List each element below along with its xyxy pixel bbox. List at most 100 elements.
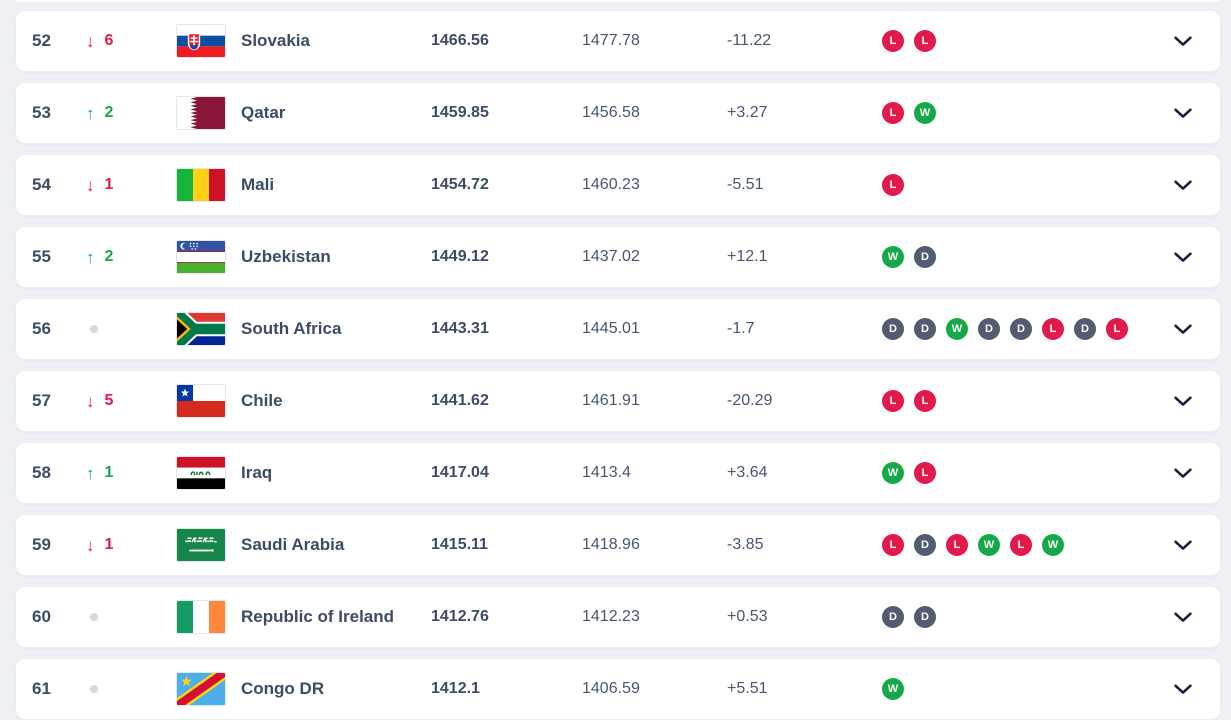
total-points: 1417.04 (431, 464, 489, 481)
chevron-down-icon (1173, 324, 1192, 334)
iraq-flag (176, 456, 226, 490)
form-badge-win: W (1042, 534, 1064, 556)
form-badge-loss: L (882, 102, 904, 124)
rank-change-value: 5 (104, 392, 114, 409)
rank: 57 (32, 391, 51, 410)
points-change: -3.85 (727, 536, 764, 553)
points-change: +0.53 (727, 608, 768, 625)
total-points: 1441.62 (431, 392, 489, 409)
rank-same-icon (90, 685, 98, 693)
expand-chevron[interactable] (1145, 36, 1220, 47)
previous-points: 1460.23 (582, 176, 640, 193)
rank-change-value: 2 (104, 248, 114, 265)
expand-chevron[interactable] (1145, 396, 1220, 407)
flag (161, 312, 241, 346)
expand-chevron[interactable] (1145, 540, 1220, 551)
chevron-down-icon (1173, 612, 1192, 622)
previous-row-edge (15, 0, 1221, 3)
rank: 56 (32, 319, 51, 338)
points-change: +12.1 (727, 248, 768, 265)
expand-chevron[interactable] (1145, 180, 1220, 191)
country-name: Chile (241, 391, 283, 410)
expand-chevron[interactable] (1145, 684, 1220, 695)
south-africa-flag (176, 312, 226, 346)
form-badge-draw: D (1074, 318, 1096, 340)
movement: ↓ 1 (86, 536, 161, 554)
rank-same-icon (90, 325, 98, 333)
chevron-down-icon (1173, 396, 1192, 406)
form-badge-draw: D (1010, 318, 1032, 340)
rank-down-icon: ↓ (86, 391, 95, 411)
rank-change-value: 1 (104, 536, 114, 553)
rank: 61 (32, 679, 51, 698)
chevron-down-icon (1173, 108, 1192, 118)
rank-up-icon: ↑ (86, 247, 95, 267)
rank-down-icon: ↓ (86, 175, 95, 195)
form-badge-win: W (914, 102, 936, 124)
ranking-row[interactable]: 60 Republic of Ireland 1412.76 1412.23 +… (15, 586, 1221, 648)
flag (161, 96, 241, 130)
form-badge-loss: L (914, 30, 936, 52)
flag (161, 456, 241, 490)
country-name: Slovakia (241, 31, 310, 50)
ranking-row[interactable]: 61 Congo DR 1412.1 1406.59 +5.51 W (15, 658, 1221, 720)
expand-chevron[interactable] (1145, 324, 1220, 335)
form-badges: L (867, 174, 1145, 196)
country-name: Iraq (241, 463, 273, 482)
ranking-row[interactable]: 59 ↓ 1 Saudi Arabia 1415.11 1418.96 -3.85… (15, 514, 1221, 576)
expand-chevron[interactable] (1145, 252, 1220, 263)
flag (161, 168, 241, 202)
mali-flag (176, 168, 226, 202)
form-badge-loss: L (882, 390, 904, 412)
points-change: +3.64 (727, 464, 768, 481)
previous-points: 1437.02 (582, 248, 640, 265)
ranking-row[interactable]: 54 ↓ 1 Mali 1454.72 1460.23 -5.51 L (15, 154, 1221, 216)
expand-chevron[interactable] (1145, 468, 1220, 479)
chile-flag (176, 384, 226, 418)
previous-points: 1412.23 (582, 608, 640, 625)
movement (86, 613, 161, 621)
rank: 60 (32, 607, 51, 626)
movement: ↑ 1 (86, 464, 161, 482)
rank: 55 (32, 247, 51, 266)
total-points: 1449.12 (431, 248, 489, 265)
form-badge-loss: L (882, 30, 904, 52)
form-badge-loss: L (914, 462, 936, 484)
rank-change-value: 2 (104, 104, 114, 121)
movement: ↑ 2 (86, 248, 161, 266)
form-badge-win: W (978, 534, 1000, 556)
form-badge-loss: L (1042, 318, 1064, 340)
form-badge-draw: D (914, 606, 936, 628)
slovakia-flag (176, 24, 226, 58)
chevron-down-icon (1173, 468, 1192, 478)
movement (86, 685, 161, 693)
points-change: -5.51 (727, 176, 764, 193)
total-points: 1415.11 (431, 536, 488, 553)
total-points: 1454.72 (431, 176, 489, 193)
country-name: Saudi Arabia (241, 535, 345, 554)
rank: 54 (32, 175, 51, 194)
rank-down-icon: ↓ (86, 31, 95, 51)
expand-chevron[interactable] (1145, 108, 1220, 119)
uzbekistan-flag (176, 240, 226, 274)
movement: ↓ 1 (86, 176, 161, 194)
form-badge-draw: D (978, 318, 1000, 340)
previous-points: 1461.91 (582, 392, 640, 409)
rank-down-icon: ↓ (86, 535, 95, 555)
country-name: Uzbekistan (241, 247, 331, 266)
ranking-row[interactable]: 55 ↑ 2 Uzbekistan 1449.12 1437.02 +12.1 W… (15, 226, 1221, 288)
qatar-flag (176, 96, 226, 130)
expand-chevron[interactable] (1145, 612, 1220, 623)
points-change: -11.22 (727, 32, 772, 49)
rank-change-value: 6 (104, 32, 114, 49)
